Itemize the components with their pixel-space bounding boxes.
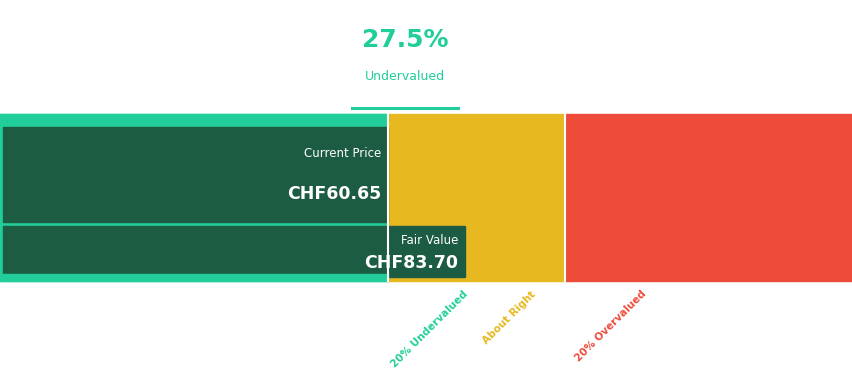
Bar xyxy=(3,226,464,277)
Text: About Right: About Right xyxy=(481,289,537,345)
Text: Current Price: Current Price xyxy=(303,147,381,160)
Bar xyxy=(388,114,564,281)
Text: Fair Value: Fair Value xyxy=(400,234,458,247)
Bar xyxy=(0,114,388,121)
Text: Undervalued: Undervalued xyxy=(365,70,445,82)
Bar xyxy=(0,274,388,281)
Bar xyxy=(3,127,388,222)
Text: CHF83.70: CHF83.70 xyxy=(364,254,458,272)
Text: 20% Overvalued: 20% Overvalued xyxy=(573,289,648,364)
Bar xyxy=(564,114,852,281)
Text: 20% Undervalued: 20% Undervalued xyxy=(389,289,469,369)
Bar xyxy=(0,114,388,281)
Text: 27.5%: 27.5% xyxy=(361,28,448,52)
Text: CHF60.65: CHF60.65 xyxy=(287,185,381,203)
